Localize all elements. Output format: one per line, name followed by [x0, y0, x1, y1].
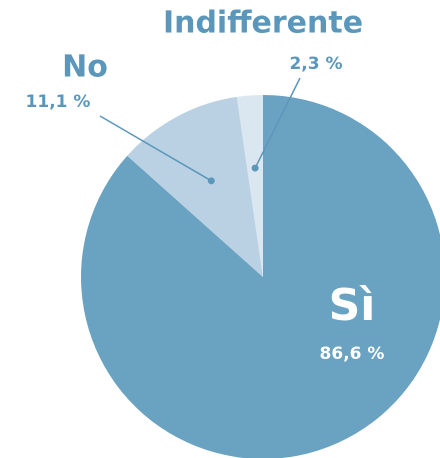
slice-value-label: 11,1 %: [26, 92, 91, 112]
slice-name: No: [62, 50, 108, 85]
leader-line: [254, 77, 301, 169]
pie-slice: [236, 95, 263, 277]
leader-dot: [251, 164, 259, 172]
slice-name: Indifferente: [163, 6, 363, 41]
leader-dot: [207, 177, 215, 185]
slice-value-label: 2,3 %: [289, 54, 342, 74]
pie-slice: [127, 96, 263, 277]
slice-name: Sì: [329, 280, 376, 331]
leader-line: [99, 115, 212, 182]
pie-slice: [81, 95, 440, 458]
slice-value-label: 86,6 %: [320, 344, 385, 364]
